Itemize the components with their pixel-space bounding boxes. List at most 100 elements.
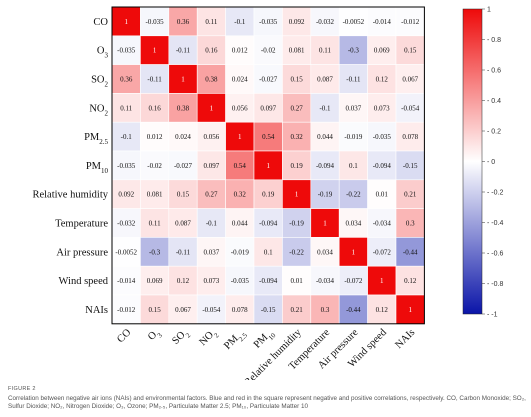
cell-value-label: 1 (408, 306, 412, 314)
row-label: O3 (97, 46, 109, 60)
heatmap-cell (140, 208, 170, 238)
cell-value-label: 1 (352, 248, 356, 256)
row-label: Wind speed (59, 276, 109, 287)
cell-value-label: 0.024 (232, 76, 248, 84)
cell-value-label: -0.032 (117, 220, 136, 228)
heatmap-cell (140, 6, 170, 37)
heatmap-cell (111, 150, 141, 181)
cell-value-label: 0.21 (404, 191, 417, 199)
heatmap-cell (253, 6, 283, 37)
heatmap-cell (225, 35, 255, 65)
cell-value-label: 0.3 (321, 306, 330, 314)
cell-value-label: 0.1 (264, 248, 273, 256)
heatmap-cell (338, 150, 368, 181)
heatmap-cell (338, 294, 368, 325)
cell-value-label: -0.1 (121, 133, 133, 141)
heatmap-cell (367, 121, 397, 152)
heatmap-cell (111, 6, 141, 37)
heatmap-cell (282, 237, 312, 267)
cell-value-label: -0.094 (316, 162, 335, 170)
cell-value-label: 0.16 (148, 104, 161, 112)
heatmap-cell (338, 179, 368, 209)
cell-value-label: 0.32 (290, 133, 303, 141)
cell-value-label: -0.012 (117, 306, 136, 314)
heatmap-cell (168, 93, 198, 123)
heatmap-cell (282, 179, 312, 209)
cell-value-label: -0.019 (344, 133, 363, 141)
cell-value-label: -0.11 (176, 47, 191, 55)
cell-value-label: 0.044 (317, 133, 333, 141)
cell-value-label: 0.32 (234, 191, 247, 199)
cell-value-label: -0.3 (149, 248, 161, 256)
heatmap-cell (310, 265, 340, 296)
heatmap-cell (253, 121, 283, 152)
cell-value-label: 0.11 (319, 47, 331, 55)
cell-value-label: -0.012 (401, 18, 420, 26)
heatmap-cell (196, 93, 226, 123)
heatmap-cell (253, 93, 283, 123)
cell-value-label: -0.035 (259, 18, 278, 26)
heatmap-cell (253, 265, 283, 296)
cell-value-label: 0.21 (290, 306, 303, 314)
cell-value-label: 0.12 (404, 277, 417, 285)
cell-value-label: 0.012 (147, 133, 163, 141)
cell-value-label: 0.15 (148, 306, 161, 314)
cell-value-label: 0.27 (205, 191, 218, 199)
colorbar-tick-label: - 0.4 (487, 98, 501, 105)
correlation-heatmap: 1 -0.035 0.36 0.11 -0.1 -0.035 0.092 -0.032 -0.0… (32, 6, 503, 380)
heatmap-cell (196, 208, 226, 238)
cell-value-label: 0.27 (290, 104, 303, 112)
cell-value-label: 0.38 (177, 104, 190, 112)
cell-value-label: 0.069 (374, 47, 390, 55)
heatmap-cell (367, 35, 397, 65)
heatmap-cell (111, 179, 141, 209)
cell-value-label: -0.072 (344, 277, 363, 285)
colorbar: 1 - 0.8 - 0.6 - 0.4 - 0.2 - 0 - -0.2 - -0.4 - -0… (462, 7, 503, 319)
cell-value-label: 0.092 (118, 191, 134, 199)
colorbar-tick-label: - -0.6 (487, 251, 503, 258)
heatmap-cell (395, 35, 425, 65)
heatmap-cell (253, 294, 283, 325)
row-label: PM10 (86, 161, 109, 175)
cell-value-label: 0.15 (404, 47, 417, 55)
heatmap-cell (168, 237, 198, 267)
cell-value-label: 0.19 (290, 162, 303, 170)
heatmap-cell (310, 208, 340, 238)
heatmap-cell (253, 179, 283, 209)
cell-value-label: -0.019 (231, 248, 250, 256)
figure-caption: FIGURE 2 Correlation between negative ai… (8, 386, 526, 411)
heatmap-cell (338, 35, 368, 65)
heatmap-cell (395, 265, 425, 296)
colorbar-gradient (462, 8, 483, 315)
cell-value-label: 0.16 (205, 47, 218, 55)
cell-value-label: 1 (238, 133, 242, 141)
cell-value-label: 0.012 (232, 47, 248, 55)
heatmap-cell (168, 179, 198, 209)
heatmap-cell (338, 121, 368, 152)
cell-value-label: 0.081 (147, 191, 163, 199)
heatmap-cell (225, 208, 255, 238)
cell-value-label: -0.02 (261, 47, 276, 55)
row-label: CO (93, 17, 108, 28)
heatmap-cell (282, 64, 312, 94)
cell-value-label: -0.11 (147, 76, 162, 84)
cell-value-label: 0.1 (349, 162, 358, 170)
heatmap-cell (395, 179, 425, 209)
heatmap-cell (395, 150, 425, 181)
heatmap-cell (367, 179, 397, 209)
cell-value-label: -0.027 (259, 76, 278, 84)
colorbar-tick-label: - 0.6 (487, 68, 501, 75)
cell-value-label: 0.024 (175, 133, 191, 141)
cell-value-label: 0.36 (120, 76, 133, 84)
heatmap-cell (168, 121, 198, 152)
heatmap-cell (253, 64, 283, 94)
cell-value-label: -0.035 (117, 162, 136, 170)
heatmap-cell (282, 93, 312, 123)
heatmap-cell (282, 35, 312, 65)
row-label: SO2 (91, 75, 108, 89)
figure-label: FIGURE 2 (8, 386, 36, 392)
column-label: PM2.5 (222, 327, 249, 354)
row-label: NAIs (85, 305, 108, 316)
cell-value-label: -0.11 (176, 248, 191, 256)
